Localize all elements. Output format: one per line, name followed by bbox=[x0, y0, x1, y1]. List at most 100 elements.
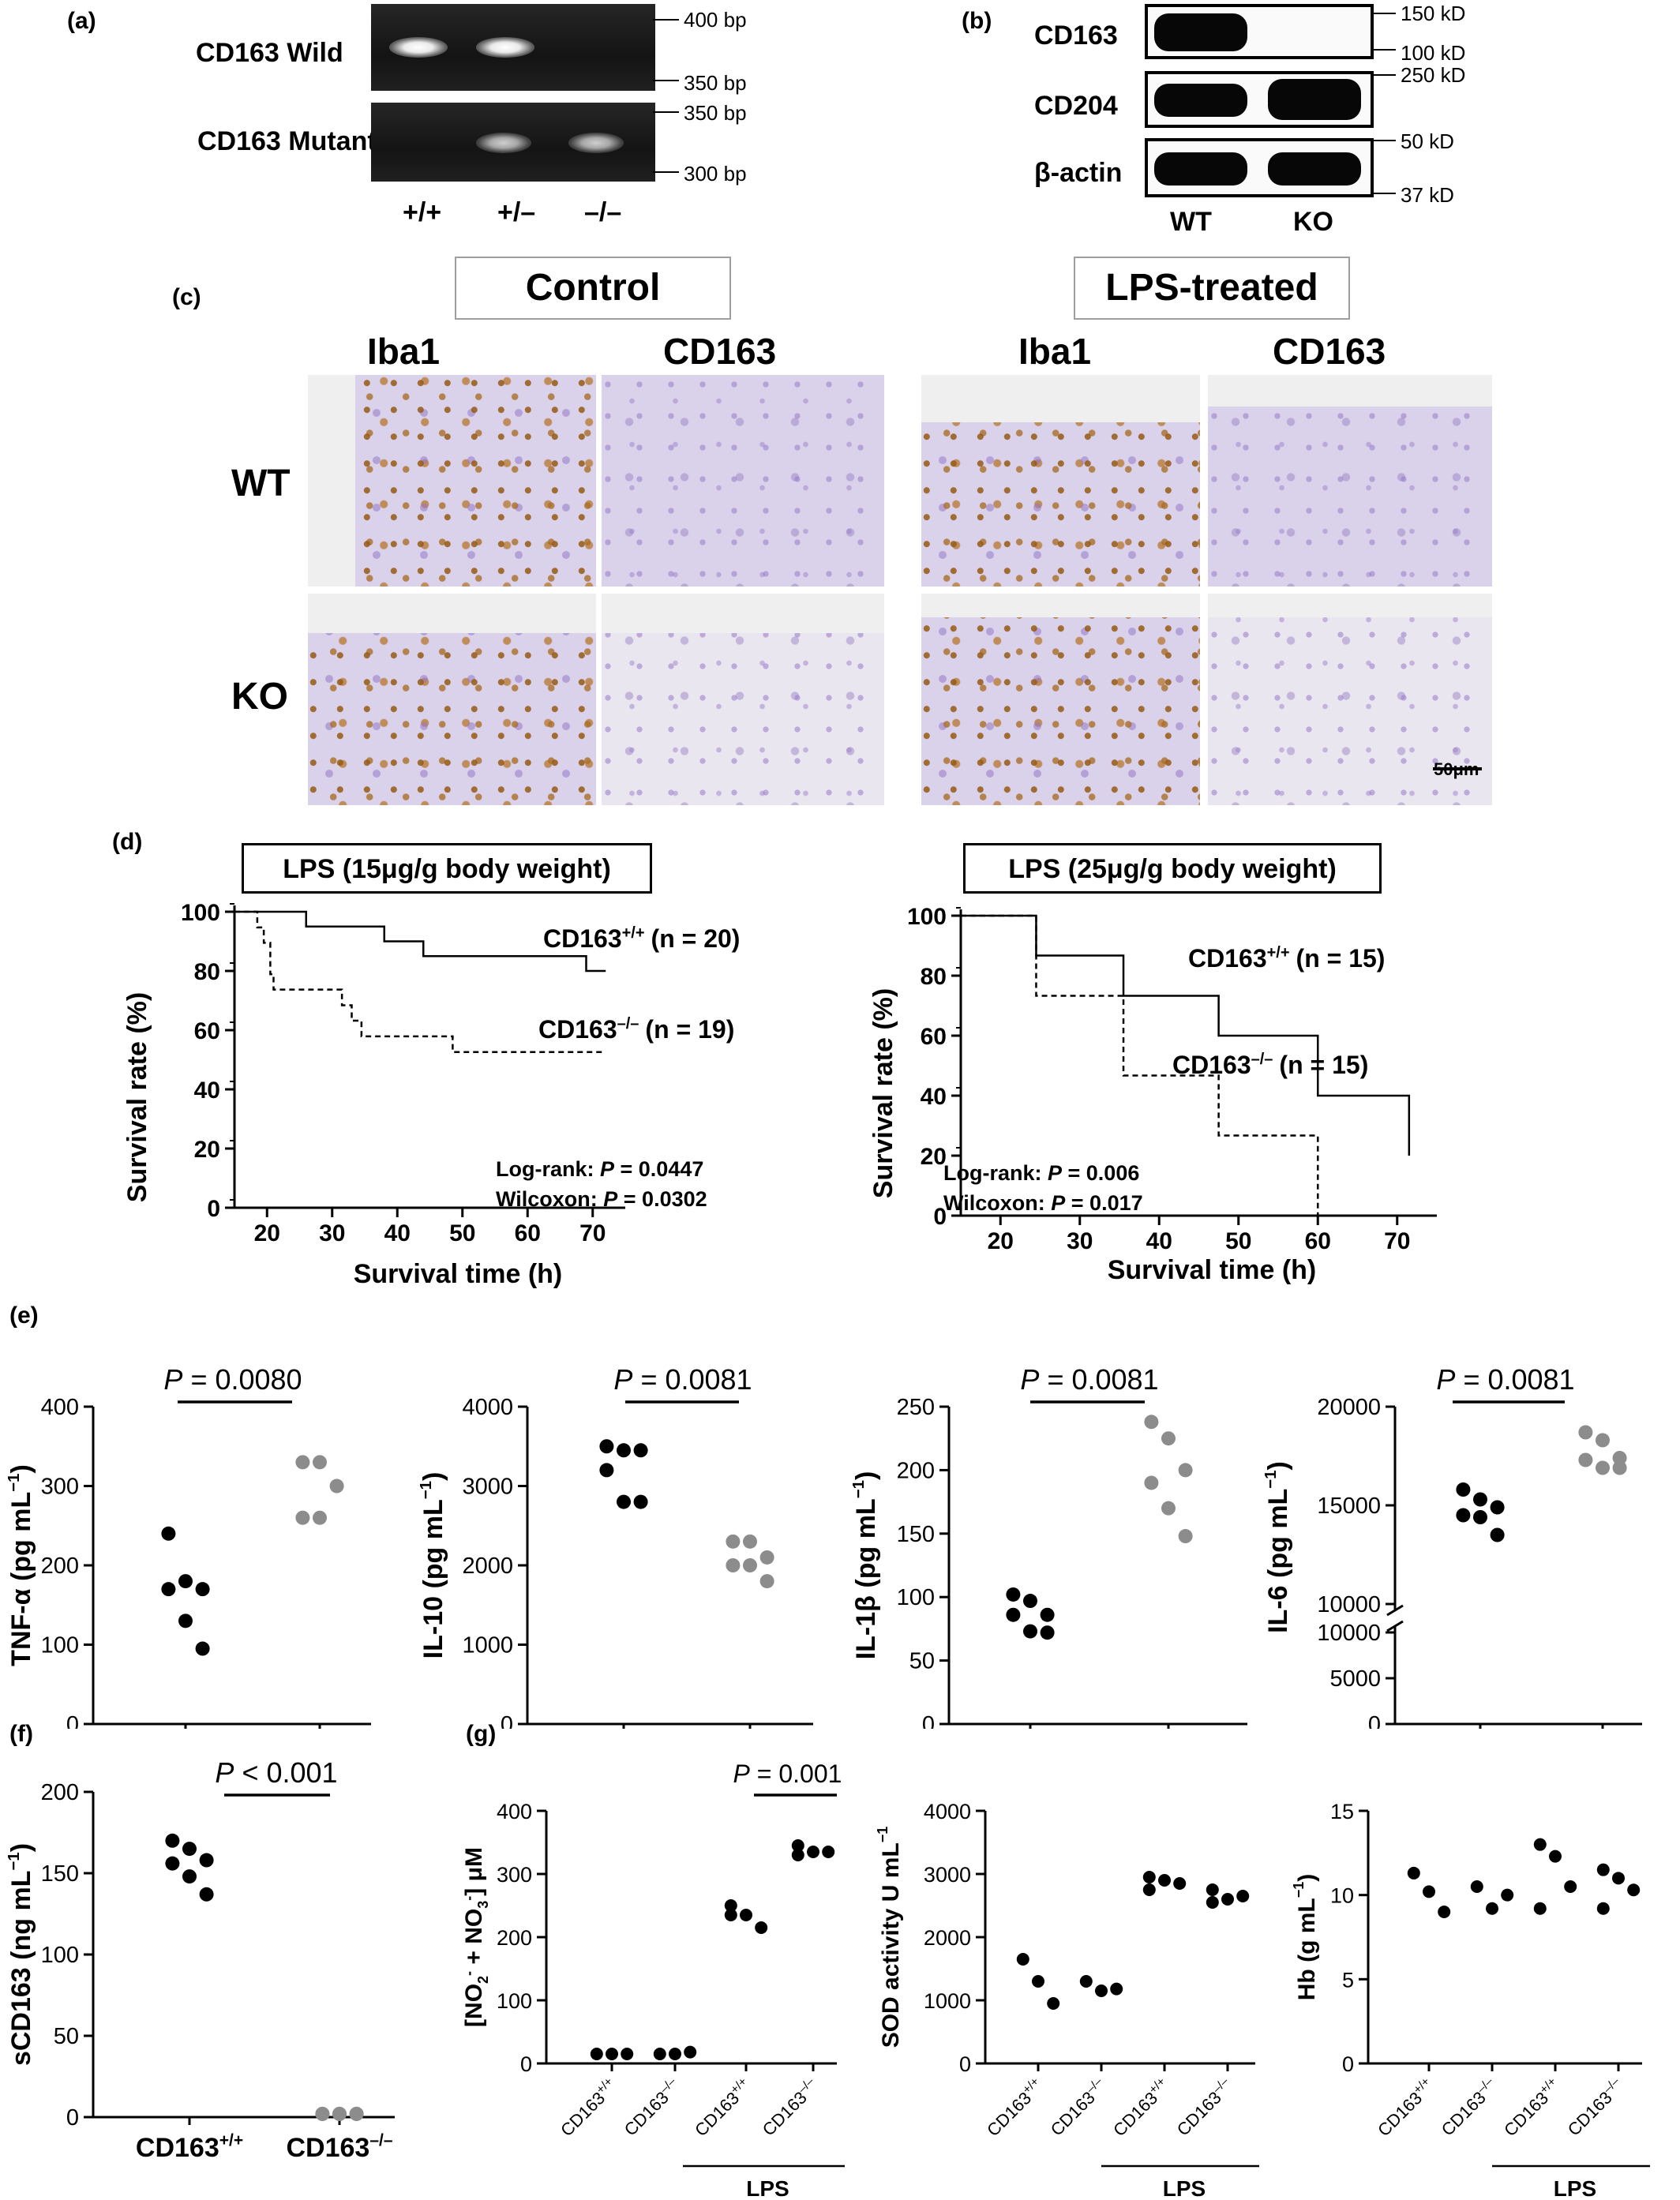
survival-right-title: LPS (25μg/g body weight) bbox=[963, 843, 1382, 894]
data-point bbox=[617, 1443, 631, 1458]
y-tick-label: 100 bbox=[181, 900, 220, 926]
data-point bbox=[1023, 1594, 1037, 1609]
x-axis-label: Survival time (h) bbox=[354, 1259, 563, 1289]
y-tick-label: 300 bbox=[497, 1863, 532, 1887]
y-tick-label: 300 bbox=[41, 1475, 79, 1500]
y-tick-label: 15 bbox=[1330, 1800, 1354, 1823]
y-tick-label: 50 bbox=[909, 1649, 935, 1674]
survival-curve-wt bbox=[234, 910, 606, 973]
data-point bbox=[295, 1455, 310, 1470]
y-tick-label: 10 bbox=[1330, 1884, 1354, 1908]
data-point bbox=[313, 1510, 327, 1525]
data-point bbox=[1142, 1871, 1156, 1883]
y-tick-label: 0 bbox=[933, 1204, 947, 1230]
data-point bbox=[743, 1558, 757, 1572]
data-point bbox=[349, 2106, 364, 2121]
micrograph-lps-ko-cd163 bbox=[1208, 594, 1492, 805]
micrograph-lps-ko-iba1 bbox=[921, 594, 1200, 805]
data-point bbox=[1596, 1460, 1610, 1475]
x-tick-label: 60 bbox=[1305, 1228, 1331, 1254]
data-point bbox=[606, 2048, 618, 2060]
stain-label: CD163 bbox=[663, 331, 777, 372]
y-tick-label: 200 bbox=[41, 1780, 79, 1805]
y-tick-label: 200 bbox=[497, 1926, 532, 1950]
y-tick-label: 3000 bbox=[924, 1863, 971, 1887]
wb-cd204 bbox=[1145, 71, 1374, 128]
wb-cd163 bbox=[1145, 4, 1374, 59]
data-point bbox=[182, 1842, 197, 1857]
data-point bbox=[599, 1463, 614, 1478]
y-axis-label: IL-10 (pg mL−1) bbox=[418, 1472, 448, 1659]
data-point bbox=[807, 1846, 819, 1858]
data-point bbox=[199, 1887, 214, 1902]
gel-wild bbox=[371, 4, 655, 91]
y-axis-label: IL-6 (pg mL−1) bbox=[1263, 1461, 1293, 1633]
marker-150kd: 150 kD bbox=[1401, 2, 1466, 25]
category-label: CD163–/– bbox=[1172, 2074, 1237, 2140]
data-point bbox=[1533, 1838, 1547, 1851]
y-tick-label: 20000 bbox=[1317, 1395, 1381, 1420]
survival-chart-15: Survival rate (%) Survival time (h) CD16… bbox=[122, 900, 740, 1289]
x-tick-label: 50 bbox=[1225, 1228, 1251, 1254]
data-point bbox=[1178, 1463, 1193, 1478]
data-point bbox=[1023, 1624, 1037, 1639]
y-axis-label: Survival rate (%) bbox=[122, 992, 152, 1202]
y-tick-label: 2000 bbox=[924, 1926, 971, 1950]
y-tick-label: 0 bbox=[959, 2052, 971, 2076]
data-point bbox=[1549, 1850, 1562, 1863]
survival-curve-ko bbox=[961, 914, 1319, 1216]
gel-band bbox=[476, 37, 534, 58]
data-point bbox=[165, 1833, 180, 1848]
wb-lane-label: KO bbox=[1293, 207, 1333, 237]
x-tick-label: 40 bbox=[384, 1220, 411, 1246]
data-point bbox=[295, 1510, 310, 1525]
data-point bbox=[653, 2048, 666, 2060]
y-tick-label: 4000 bbox=[462, 1395, 513, 1420]
y-tick-label: 0 bbox=[66, 1712, 79, 1729]
legend-wt: CD163+/+ (n = 20) bbox=[543, 924, 740, 953]
y-tick-label: 40 bbox=[194, 1078, 220, 1104]
category-label: CD163–/– bbox=[1562, 2074, 1628, 2140]
y-tick-label: 250 bbox=[897, 1395, 935, 1420]
marker-50kd: 50 kD bbox=[1401, 129, 1454, 153]
stain-label: CD163 bbox=[1273, 331, 1386, 372]
data-point bbox=[617, 1494, 631, 1509]
data-point bbox=[791, 1839, 804, 1852]
y-tick-label: 40 bbox=[921, 1084, 947, 1110]
x-tick-label: 20 bbox=[988, 1228, 1014, 1254]
y-tick-label: 150 bbox=[41, 1861, 79, 1887]
wb-band bbox=[1154, 152, 1247, 186]
survival-curve-ko bbox=[234, 910, 606, 1053]
y-axis-label: [NO2- + NO3-] μM bbox=[461, 1847, 491, 2027]
category-label: CD163–/– bbox=[286, 2131, 392, 2163]
stain-label: Iba1 bbox=[367, 331, 441, 372]
y-tick-label: 5 bbox=[1342, 1968, 1354, 1992]
p-value-label: P = 0.0081 bbox=[1020, 1363, 1158, 1396]
gel-band bbox=[568, 133, 624, 153]
data-point bbox=[161, 1526, 176, 1541]
data-point bbox=[743, 1534, 757, 1549]
wb-band bbox=[1154, 13, 1247, 51]
marker-100kd: 100 kD bbox=[1401, 41, 1466, 65]
group-header-lps: LPS-treated bbox=[1074, 257, 1350, 320]
data-point bbox=[165, 1856, 180, 1871]
y-tick-label: 20 bbox=[194, 1137, 220, 1163]
data-point bbox=[1578, 1425, 1593, 1440]
y-tick-label: 200 bbox=[897, 1458, 935, 1483]
data-point bbox=[1006, 1607, 1021, 1622]
data-point bbox=[1612, 1451, 1627, 1465]
survival-left-title: LPS (15μg/g body weight) bbox=[242, 843, 652, 894]
data-point bbox=[195, 1641, 210, 1656]
lps-label: LPS bbox=[1554, 2176, 1596, 2198]
data-point bbox=[1144, 1415, 1159, 1430]
data-point bbox=[755, 1921, 768, 1934]
micrograph-control-wt-iba1 bbox=[308, 375, 596, 587]
panel-a-label: (a) bbox=[67, 8, 96, 34]
lps-label: LPS bbox=[746, 2176, 789, 2198]
data-point bbox=[1533, 1902, 1547, 1915]
y-tick-label: 60 bbox=[921, 1024, 947, 1050]
